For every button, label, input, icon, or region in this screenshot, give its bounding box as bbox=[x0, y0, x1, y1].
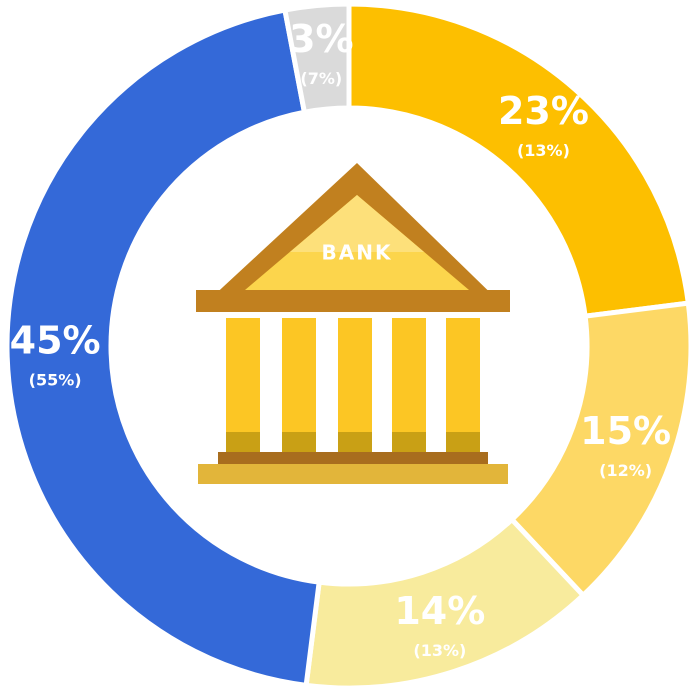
icon-label: BANK bbox=[322, 241, 393, 265]
icon-column-bases bbox=[226, 432, 480, 454]
bank-icon: BANK bbox=[196, 163, 510, 484]
slice bbox=[4, 7, 322, 689]
donut bbox=[4, 1, 694, 690]
labels: 23% (13%) 15% (12%) 14% (13%) 45% (55%) 3% (7%) bbox=[10, 17, 671, 660]
value-label: 3% bbox=[289, 17, 354, 61]
secondary-label: (55%) bbox=[29, 371, 82, 390]
value-label: 45% bbox=[10, 319, 101, 363]
icon-base bbox=[198, 464, 508, 484]
secondary-label: (13%) bbox=[517, 141, 570, 160]
value-label: 15% bbox=[580, 409, 671, 453]
secondary-label: (12%) bbox=[599, 461, 652, 480]
secondary-label: (7%) bbox=[300, 69, 342, 88]
icon-beam bbox=[196, 290, 510, 312]
slice bbox=[281, 1, 352, 116]
icon-step bbox=[218, 452, 488, 464]
icon-columns bbox=[226, 318, 480, 438]
value-label: 23% bbox=[498, 89, 589, 133]
icon-roof-panel bbox=[290, 195, 424, 252]
value-label: 14% bbox=[394, 589, 485, 633]
secondary-label: (13%) bbox=[413, 641, 466, 660]
slice bbox=[346, 1, 692, 319]
